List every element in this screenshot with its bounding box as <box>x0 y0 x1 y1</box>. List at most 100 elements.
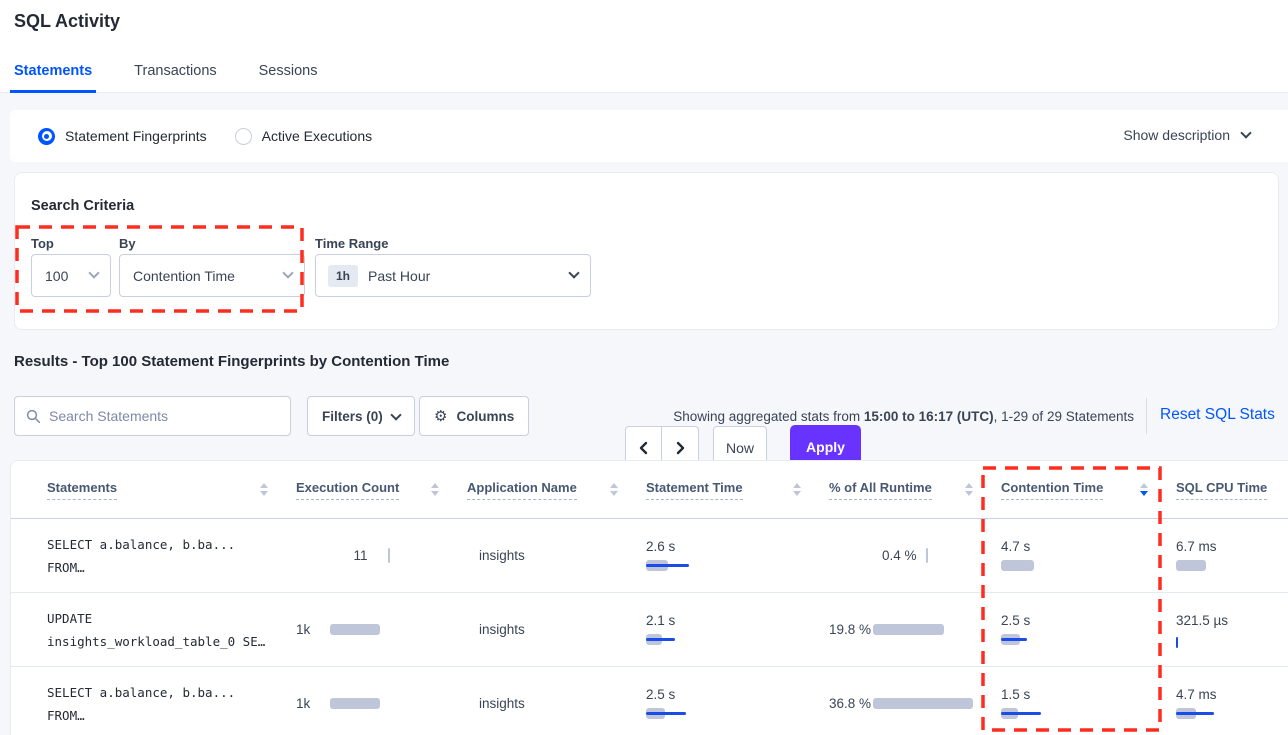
col-header-contention-time[interactable]: Contention Time <box>991 461 1166 518</box>
show-description-label: Show description <box>1123 127 1230 143</box>
columns-button[interactable]: ⚙ Columns <box>419 396 530 436</box>
cell-statement-time: 2.1 s <box>636 593 819 666</box>
bar-graph <box>646 559 809 572</box>
top-select[interactable]: 100 <box>31 254 111 297</box>
statements-table: Statements Execution Count Application N… <box>10 460 1288 735</box>
tab-transactions[interactable]: Transactions <box>134 63 217 79</box>
time-range-label: Time Range <box>315 236 389 251</box>
time-next-button[interactable] <box>662 427 698 468</box>
sort-up-icon <box>965 483 973 488</box>
bar-graph <box>1176 707 1288 720</box>
cell-statement-time: 2.6 s <box>636 519 819 592</box>
bar-graph <box>873 623 981 636</box>
search-criteria-title: Search Criteria <box>31 198 135 214</box>
time-range-badge: 1h <box>328 264 359 287</box>
radio-selected-icon <box>38 127 55 145</box>
cell-runtime-pct: 36.8 % <box>819 667 991 735</box>
chevron-down-icon <box>1240 127 1252 139</box>
stats-time-range: 15:00 to 16:17 (UTC) <box>863 409 994 424</box>
table-row[interactable]: UPDATE insights_workload_table_0 SE… 1k … <box>11 593 1288 667</box>
radio-label: Active Executions <box>261 128 373 144</box>
cell-contention-time: 4.7 s <box>991 519 1166 592</box>
chevron-down-icon <box>390 409 402 421</box>
page-header: SQL Activity Statements Transactions Ses… <box>0 0 1288 93</box>
cell-application-name: insights <box>479 548 525 563</box>
bar-graph <box>1176 559 1288 572</box>
tab-statements[interactable]: Statements <box>9 53 97 93</box>
time-range-select[interactable]: 1h Past Hour <box>315 254 591 297</box>
sort-down-icon <box>1140 491 1148 496</box>
cell-execution-count: 1k <box>286 667 457 735</box>
cell-contention-time: 1.5 s <box>991 667 1166 735</box>
page-title: SQL Activity <box>14 11 121 31</box>
radio-label: Statement Fingerprints <box>65 128 207 144</box>
gear-icon: ⚙ <box>434 408 448 425</box>
sort-up-icon <box>610 483 618 488</box>
aggregated-stats-text: Showing aggregated stats from 15:00 to 1… <box>673 409 1134 424</box>
sort-control[interactable] <box>431 483 439 496</box>
search-statements-box <box>14 396 291 436</box>
sort-control[interactable] <box>1140 483 1148 496</box>
radio-active-executions[interactable]: Active Executions <box>234 127 373 145</box>
zero-bar-tick <box>387 548 390 563</box>
cell-statement-time: 2.5 s <box>636 667 819 735</box>
bar-graph <box>1001 633 1156 646</box>
col-header-statement-time[interactable]: Statement Time <box>636 461 819 518</box>
table-header-row: Statements Execution Count Application N… <box>11 461 1288 519</box>
col-header-execution-count[interactable]: Execution Count <box>286 461 457 518</box>
radio-statement-fingerprints[interactable]: Statement Fingerprints <box>38 127 207 145</box>
reset-sql-stats-link[interactable]: Reset SQL Stats <box>1160 406 1275 423</box>
table-row[interactable]: SELECT a.balance, b.ba... FROM… 1k insig… <box>11 667 1288 735</box>
chevron-down-icon <box>282 267 294 279</box>
chevron-down-icon <box>88 267 100 279</box>
by-select[interactable]: Contention Time <box>119 254 305 297</box>
col-header-sql-cpu-time[interactable]: SQL CPU Time <box>1166 461 1288 518</box>
zero-bar-tick <box>1176 637 1178 648</box>
zero-bar-tick <box>926 548 928 563</box>
col-header-statements[interactable]: Statements <box>11 461 286 518</box>
col-header-runtime-pct[interactable]: % of All Runtime <box>819 461 991 518</box>
search-icon <box>26 409 41 423</box>
sort-down-icon <box>260 491 268 496</box>
sort-control[interactable] <box>965 483 973 496</box>
cell-application-name: insights <box>479 622 525 637</box>
view-mode-band: Statement Fingerprints Active Executions… <box>10 110 1288 162</box>
bar-graph <box>646 707 809 720</box>
bar-graph <box>873 697 981 710</box>
chevron-down-icon <box>568 267 580 279</box>
sort-control[interactable] <box>793 483 801 496</box>
by-select-value: Contention Time <box>133 267 235 284</box>
sort-down-icon <box>610 491 618 496</box>
chevron-right-icon <box>676 441 685 454</box>
bar-graph <box>1001 559 1156 572</box>
cell-contention-time: 2.5 s <box>991 593 1166 666</box>
search-criteria-panel: Search Criteria Top 100 By Contention Ti… <box>14 172 1279 469</box>
cell-statement[interactable]: SELECT a.balance, b.ba... FROM… <box>47 684 236 723</box>
sort-up-icon <box>1140 483 1148 488</box>
search-statements-input[interactable] <box>49 408 290 424</box>
filters-button[interactable]: Filters (0) <box>307 396 415 436</box>
sort-control[interactable] <box>610 483 618 496</box>
cell-application-name: insights <box>479 696 525 711</box>
sort-down-icon <box>431 491 439 496</box>
bar-graph <box>330 697 447 710</box>
cell-statement[interactable]: UPDATE insights_workload_table_0 SE… <box>47 610 266 649</box>
tab-bar: Statements Transactions Sessions <box>9 53 318 93</box>
col-header-application-name[interactable]: Application Name <box>457 461 636 518</box>
bar-graph <box>1176 636 1288 649</box>
table-row[interactable]: SELECT a.balance, b.ba... FROM… 11 insig… <box>11 519 1288 593</box>
bar-graph <box>646 633 809 646</box>
bar-graph <box>1001 707 1156 720</box>
sort-control[interactable] <box>260 483 268 496</box>
cell-execution-count: 1k <box>286 593 457 666</box>
time-prev-button[interactable] <box>626 427 662 468</box>
filters-label: Filters (0) <box>322 408 383 424</box>
cell-statement[interactable]: SELECT a.balance, b.ba... FROM… <box>47 536 236 575</box>
cell-runtime-pct: 19.8 % <box>819 593 991 666</box>
chevron-left-icon <box>639 441 647 454</box>
cell-execution-count: 11 <box>286 519 457 592</box>
tab-sessions[interactable]: Sessions <box>258 63 318 79</box>
results-heading: Results - Top 100 Statement Fingerprints… <box>14 353 450 370</box>
show-description-toggle[interactable]: Show description <box>1123 127 1252 143</box>
